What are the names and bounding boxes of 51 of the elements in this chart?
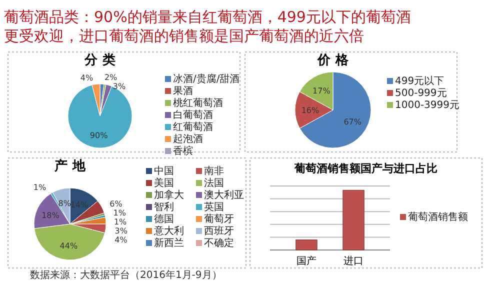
legend-label: 澳大利亚 <box>204 189 244 201</box>
data-label: 17% <box>312 86 331 96</box>
legend-label: 1000-3999元 <box>395 100 460 111</box>
legend-label: 果酒 <box>173 85 193 97</box>
legend-label: 新西兰 <box>154 237 184 249</box>
chart-title: 产 地 <box>54 158 86 174</box>
data-label: 3% <box>114 226 128 236</box>
legend-label: 西班牙 <box>204 225 234 237</box>
pie-slice <box>68 84 132 148</box>
chart-title: 分 类 <box>84 53 116 68</box>
legend-label: 起泡酒 <box>173 133 203 145</box>
legend-label: 不确定 <box>204 237 234 249</box>
data-label: 1% <box>113 208 126 218</box>
legend-label: 智利 <box>154 201 174 213</box>
data-label: 16% <box>301 106 320 115</box>
chart-title: 葡萄酒销售额国产与进口占比 <box>294 162 438 175</box>
data-label: 44% <box>60 242 78 251</box>
data-label: 14% <box>70 200 88 210</box>
legend-label: 中国 <box>154 165 174 177</box>
legend-label: 桃红葡萄酒 <box>173 97 223 109</box>
data-label: 1% <box>33 182 46 192</box>
legend-label: 500-999元 <box>395 88 447 99</box>
legend-label: 红葡萄酒 <box>173 121 213 133</box>
data-label: 90% <box>90 131 108 140</box>
data-label: 67% <box>344 118 362 127</box>
legend-label: 499元以下 <box>395 75 444 87</box>
legend-label: 香槟 <box>173 145 193 157</box>
legend-label: 白葡萄酒 <box>173 109 213 121</box>
legend-label: 德国 <box>154 214 174 225</box>
source-note: 数据来源：大数据平台（2016年1月-9月） <box>30 269 222 281</box>
data-label: 3% <box>112 82 126 92</box>
legend-label: 英国 <box>204 201 224 213</box>
legend-label: 葡萄酒销售额 <box>408 211 468 223</box>
data-label: 4% <box>114 235 128 244</box>
legend-label: 美国 <box>154 177 174 189</box>
data-label: 1% <box>114 217 128 226</box>
legend-label: 南非 <box>204 165 224 177</box>
x-tick-label: 进口 <box>344 255 364 267</box>
legend-label: 加拿大 <box>154 189 184 201</box>
chart-title: 价 格 <box>316 53 350 68</box>
text: 葡萄酒品类：90%的销量来自红葡萄酒，499元以下的葡萄酒更受欢迎，进口葡萄酒的销售额是国产葡萄酒的近六倍 <box>4 8 411 45</box>
legend-label: 葡萄牙 <box>204 213 234 225</box>
data-label: 6% <box>110 199 123 208</box>
data-label: 4% <box>80 73 94 82</box>
legend-label: 法国 <box>204 177 224 189</box>
data-label: 8% <box>58 199 72 208</box>
legend-label: 意大利 <box>153 225 184 237</box>
data-label: 18% <box>42 210 60 220</box>
x-tick-label: 国产 <box>296 255 316 267</box>
legend-label: 冰酒/贵腐/甜酒 <box>173 73 240 85</box>
data-label: 2% <box>104 73 118 82</box>
